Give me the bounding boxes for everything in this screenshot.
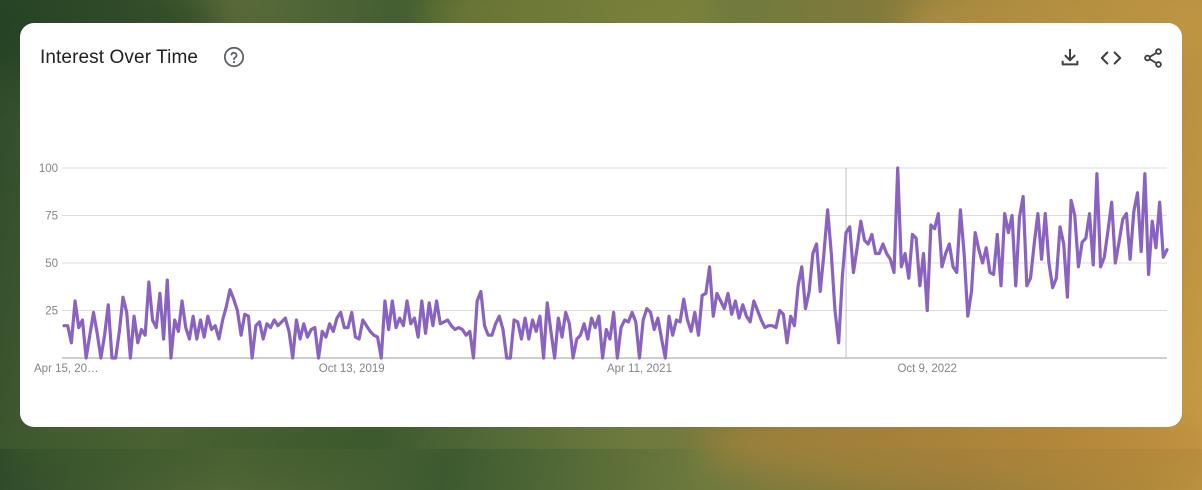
x-tick-label: Oct 13, 2019 [319,363,385,375]
help-circle-icon[interactable] [223,46,245,68]
share-icon[interactable] [1142,47,1164,69]
y-axis-ticks: 25 50 75 100 [39,163,58,318]
x-tick-label: Apr 15, 20… [34,363,99,375]
download-icon[interactable] [1059,47,1081,69]
y-tick-label: 50 [45,258,58,270]
interest-over-time-card: Interest Over Time 25 50 75 100 Apr 15, 20…… [20,23,1182,427]
x-tick-label: Oct 9, 2022 [897,363,956,375]
card-title: Interest Over Time [40,47,199,68]
y-tick-label: 100 [39,163,58,175]
series-line [62,166,1169,360]
interest-line-chart: 25 50 75 100 Apr 15, 20… Oct 13, 2019 Apr 11,… [34,163,1169,375]
y-tick-label: 25 [45,306,58,318]
series-lines [62,166,1169,360]
x-tick-label: Apr 11, 2021 [607,363,672,375]
y-tick-label: 75 [45,211,58,223]
x-axis-ticks: Apr 15, 20… Oct 13, 2019 Apr 11, 2021 Oct 9… [34,363,957,375]
embed-icon[interactable] [1100,47,1122,69]
